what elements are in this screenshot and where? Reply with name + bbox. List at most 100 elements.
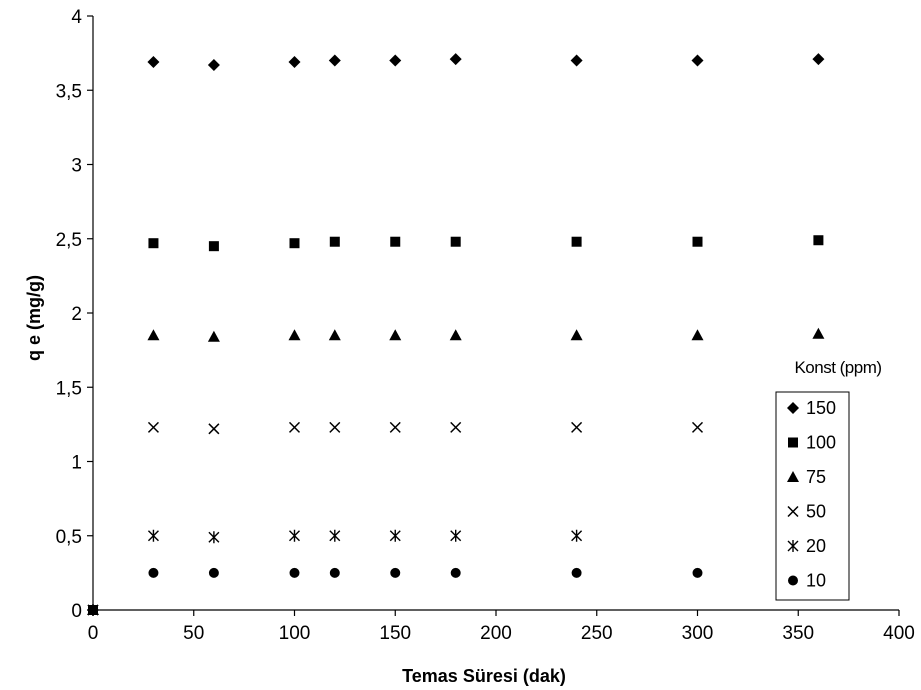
legend-box bbox=[775, 391, 850, 601]
y-tick-label: 2,5 bbox=[56, 230, 82, 251]
data-point-triangle bbox=[449, 329, 462, 341]
legend-label: 75 bbox=[806, 467, 826, 487]
y-tick-label: 0 bbox=[71, 601, 82, 622]
data-points bbox=[87, 53, 825, 616]
legend-marker-diamond bbox=[787, 402, 799, 414]
data-point-star bbox=[571, 529, 583, 542]
data-point-x bbox=[147, 421, 159, 433]
data-point-diamond bbox=[147, 56, 160, 69]
data-point-circle bbox=[208, 567, 219, 578]
y-axis-title: q e (mg/g) bbox=[24, 275, 44, 361]
data-point-diamond bbox=[207, 59, 220, 72]
y-tick-label: 3,5 bbox=[56, 81, 82, 102]
x-axis-title: Temas Süresi (dak) bbox=[402, 666, 566, 686]
y-tick-label: 0,5 bbox=[56, 527, 82, 548]
data-point-diamond bbox=[449, 53, 462, 66]
legend-marker-triangle bbox=[787, 471, 799, 482]
data-point-diamond bbox=[570, 54, 583, 67]
data-point-diamond bbox=[328, 54, 341, 67]
y-tick-label: 1 bbox=[71, 453, 82, 474]
legend-label: 10 bbox=[806, 571, 826, 591]
data-point-diamond bbox=[812, 53, 825, 66]
series-50 bbox=[87, 421, 704, 616]
legend-item: 75 bbox=[787, 467, 826, 487]
data-point-diamond bbox=[389, 54, 402, 67]
data-point-triangle bbox=[389, 329, 402, 341]
legend: 150 100 75 50 20 10 bbox=[775, 391, 850, 601]
data-point-square bbox=[329, 236, 340, 247]
x-tick-label: 250 bbox=[581, 623, 613, 644]
series-75 bbox=[87, 327, 825, 615]
data-point-x bbox=[691, 421, 704, 433]
data-point-triangle bbox=[207, 330, 220, 342]
legend-marker-star bbox=[787, 540, 799, 552]
x-tick-label: 350 bbox=[782, 623, 814, 644]
data-point-star bbox=[450, 529, 462, 542]
data-point-triangle bbox=[812, 327, 825, 339]
y-tick-label: 2 bbox=[71, 304, 82, 325]
data-point-triangle bbox=[328, 329, 341, 341]
y-tick-label: 4 bbox=[71, 7, 82, 28]
data-point-square bbox=[450, 236, 461, 247]
legend-label: 150 bbox=[806, 398, 836, 418]
data-point-square bbox=[208, 241, 219, 252]
x-tick-label: 100 bbox=[279, 623, 311, 644]
data-point-square bbox=[390, 236, 401, 247]
y-tick-label: 3 bbox=[71, 156, 82, 177]
legend-item: 10 bbox=[788, 571, 826, 591]
legend-title: Konst (ppm) bbox=[794, 358, 881, 377]
data-point-circle bbox=[692, 567, 703, 578]
legend-label: 100 bbox=[806, 433, 836, 453]
data-point-circle bbox=[329, 567, 340, 578]
data-point-x bbox=[450, 421, 462, 433]
legend-marker-square bbox=[788, 437, 798, 448]
data-point-diamond bbox=[288, 56, 301, 69]
x-tick-label: 300 bbox=[682, 623, 714, 644]
data-point-star bbox=[289, 529, 300, 542]
data-point-circle bbox=[450, 567, 461, 578]
data-point-triangle bbox=[570, 329, 583, 341]
legend-marker-circle bbox=[788, 575, 798, 586]
series-10 bbox=[88, 567, 703, 615]
x-tick-label: 200 bbox=[480, 623, 512, 644]
data-point-square bbox=[571, 236, 582, 247]
data-point-triangle bbox=[147, 329, 160, 341]
data-point-circle bbox=[88, 605, 98, 615]
data-point-x bbox=[288, 421, 301, 433]
x-tick-label: 150 bbox=[379, 623, 411, 644]
data-point-star bbox=[329, 529, 341, 542]
data-point-square bbox=[148, 238, 159, 249]
data-point-triangle bbox=[691, 329, 704, 341]
series-100 bbox=[88, 235, 824, 615]
data-point-circle bbox=[289, 567, 300, 578]
legend-item: 20 bbox=[787, 536, 826, 556]
legend-item: 50 bbox=[787, 502, 826, 522]
x-tick-label: 400 bbox=[883, 623, 915, 644]
data-point-square bbox=[813, 235, 824, 246]
data-point-triangle bbox=[288, 329, 301, 341]
data-point-square bbox=[289, 238, 300, 249]
data-point-diamond bbox=[691, 54, 704, 67]
x-tick-label: 50 bbox=[183, 623, 204, 644]
data-point-square bbox=[692, 236, 703, 247]
data-point-x bbox=[389, 421, 401, 433]
legend-label: 50 bbox=[806, 502, 826, 522]
data-point-x bbox=[208, 423, 220, 435]
series-150 bbox=[87, 53, 825, 616]
data-point-circle bbox=[390, 567, 401, 578]
data-point-star bbox=[208, 531, 220, 544]
legend-marker-x bbox=[787, 505, 799, 518]
legend-label: 20 bbox=[806, 536, 826, 556]
data-point-x bbox=[329, 421, 341, 433]
data-point-x bbox=[571, 421, 583, 433]
y-tick-label: 1,5 bbox=[56, 378, 82, 399]
legend-item: 100 bbox=[788, 433, 836, 453]
data-point-circle bbox=[571, 567, 582, 578]
x-tick-label: 0 bbox=[88, 623, 99, 644]
data-point-star bbox=[147, 529, 159, 542]
data-point-star bbox=[389, 529, 401, 542]
data-point-circle bbox=[148, 567, 159, 578]
legend-item: 150 bbox=[787, 398, 836, 418]
tick-labels: 0 0,5 1 1,5 2 2,5 3 3,5 4 0 50 100 150 200 250 300 350 40… bbox=[56, 7, 915, 644]
